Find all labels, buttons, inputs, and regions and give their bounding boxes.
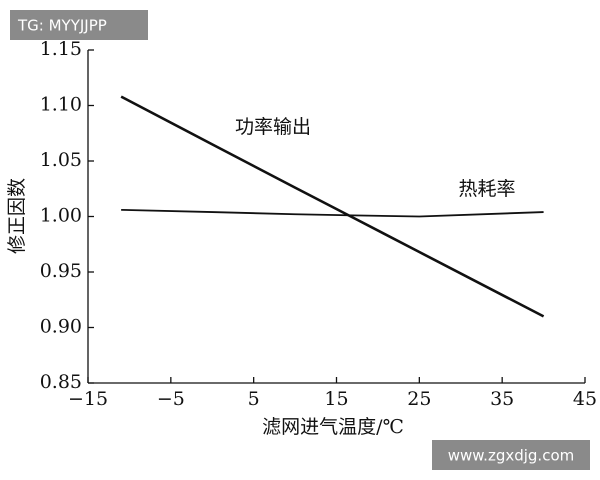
series-line [121,208,544,218]
y-tick-label: 0.90 [40,316,82,338]
x-tick-label: −15 [68,388,108,410]
y-axis-label: 修正因数 [6,178,28,254]
x-tick-label: 5 [248,388,260,410]
y-tick-label: 1.00 [40,205,82,227]
watermark-box [432,440,590,470]
y-tick-label: 0.85 [40,371,82,393]
series-annotation: 功率输出 [235,116,311,138]
series-line [120,95,545,318]
x-tick-label: 35 [490,388,514,410]
y-tick-label: 1.15 [40,38,82,60]
x-tick-label: −5 [157,388,185,410]
y-tick-label: 1.05 [40,149,82,171]
watermark: TG: MYYJJPP [17,17,107,35]
watermark-box [10,10,148,40]
x-tick-label: 25 [407,388,431,410]
x-axis-label: 滤网进气温度/℃ [262,416,404,438]
series-annotation: 热耗率 [458,178,515,200]
watermark: www.zgxdjg.com [448,447,574,465]
x-tick-label: 15 [324,388,348,410]
y-tick-label: 0.95 [40,260,82,282]
x-tick-label: 45 [573,388,597,410]
y-tick-label: 1.10 [40,94,82,116]
